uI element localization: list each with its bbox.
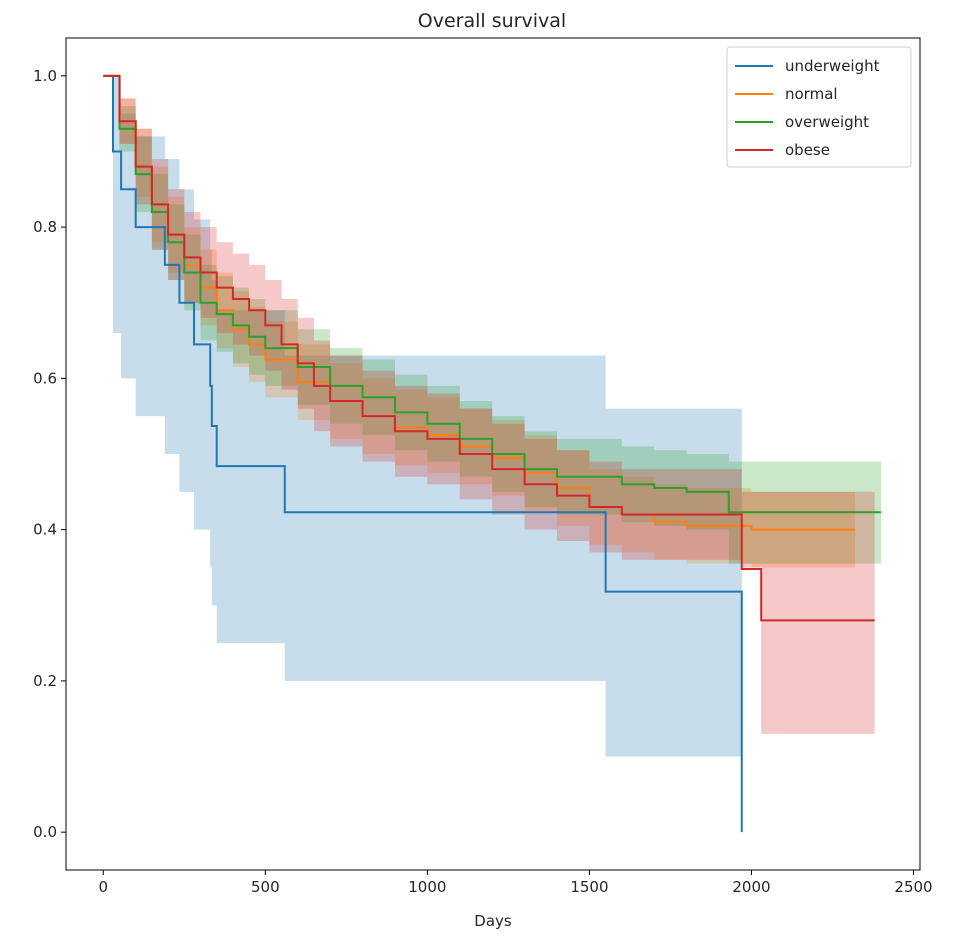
x-tick-label: 2500 xyxy=(894,878,932,896)
axis-ticks: 0 500 1000 1500 2000 2500 0.0 0.2 0.4 0.6 0.8 1.0 xyxy=(33,67,932,896)
x-tick-label: 500 xyxy=(251,878,280,896)
y-tick-label: 0.4 xyxy=(33,521,57,539)
series-line-overweight xyxy=(103,74,882,514)
legend-label-overweight: overweight xyxy=(785,113,869,131)
series-line-underweight xyxy=(103,74,743,833)
x-tick-label: 0 xyxy=(98,878,108,896)
ci-band-normal xyxy=(103,75,856,568)
ci-band-obese xyxy=(103,75,875,734)
legend-box xyxy=(726,46,912,168)
legend-label-normal: normal xyxy=(785,85,838,103)
ci-band-underweight xyxy=(103,75,742,757)
legend-label-obese: obese xyxy=(785,141,830,159)
series-line-obese xyxy=(103,74,875,622)
x-tick-label: 2000 xyxy=(732,878,770,896)
x-axis-label: Days xyxy=(474,912,512,930)
x-tick-label: 1500 xyxy=(570,878,608,896)
y-tick-label: 0.0 xyxy=(33,823,57,841)
legend: underweight normal overweight obese xyxy=(726,46,912,168)
axes-frame xyxy=(65,37,921,871)
y-tick-label: 1.0 xyxy=(33,67,57,85)
plot-area xyxy=(103,74,882,833)
x-tick-label: 1000 xyxy=(408,878,446,896)
y-tick-label: 0.6 xyxy=(33,369,57,387)
legend-label-underweight: underweight xyxy=(785,57,880,75)
y-tick-label: 0.2 xyxy=(33,672,57,690)
chart-title: Overall survival xyxy=(418,10,566,32)
y-tick-label: 0.8 xyxy=(33,218,57,236)
